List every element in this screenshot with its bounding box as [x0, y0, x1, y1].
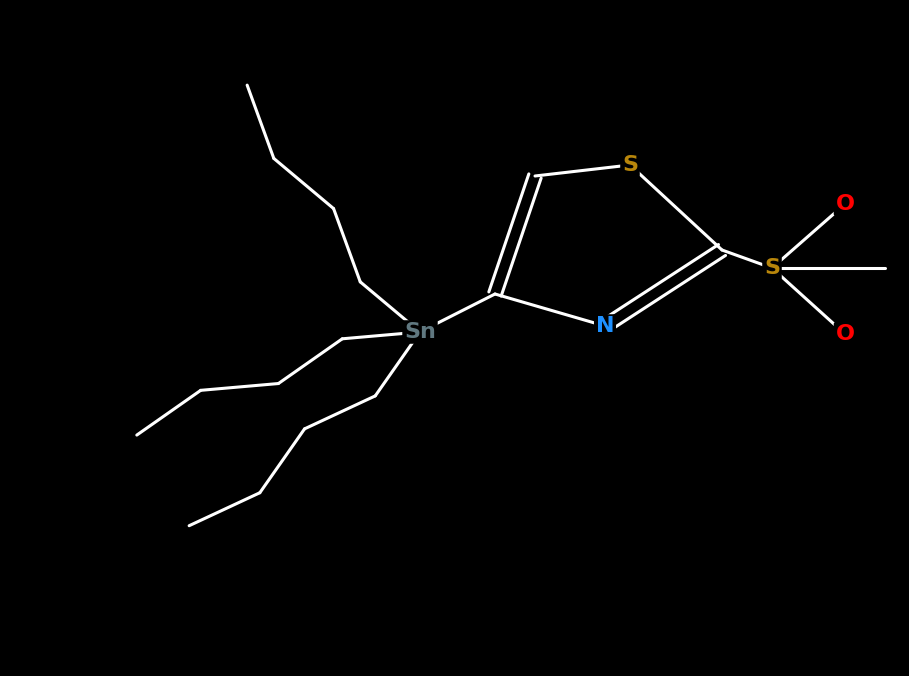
- Text: O: O: [835, 324, 854, 344]
- Text: O: O: [835, 194, 854, 214]
- Text: S: S: [622, 155, 638, 175]
- Text: S: S: [764, 258, 780, 278]
- Text: Sn: Sn: [405, 322, 436, 342]
- Text: N: N: [595, 316, 614, 336]
